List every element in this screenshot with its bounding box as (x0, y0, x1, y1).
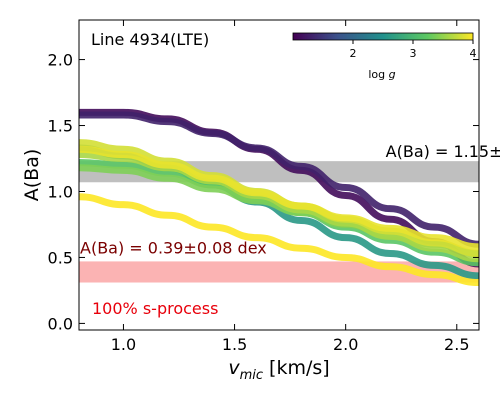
colorbar-label: log g (368, 68, 395, 81)
abundance-band-label-1: A(Ba) = 0.39±0.08 dex (80, 238, 267, 257)
colorbar-tick-label-2: 4 (470, 47, 477, 60)
colorbar-tick-label-1: 3 (410, 47, 417, 60)
x-tick-label-1: 1.5 (222, 335, 247, 354)
x-axis-label-sub: mic (240, 368, 263, 383)
x-axis-label: vmic [km/s] (228, 357, 329, 383)
y-tick-label-3: 1.5 (48, 117, 73, 136)
colorbar: 2 3 4 log g (292, 32, 477, 81)
x-tick-label-2: 2.0 (333, 335, 358, 354)
series-logg-7 (79, 145, 479, 251)
x-axis-label-unit: [km/s] (263, 357, 330, 379)
y-tick-label-0: 0.0 (48, 314, 73, 333)
abundance-band-label-0: A(Ba) = 1.15±0.08 dex (386, 142, 500, 161)
y-tick-label-1: 0.5 (48, 248, 73, 267)
y-axis-label: A(Ba) (21, 149, 43, 202)
chart-title: Line 4934(LTE) (91, 30, 209, 49)
x-tick-label-3: 2.5 (444, 335, 469, 354)
x-axis-label-main: v (228, 357, 240, 379)
plot-frame (78, 19, 480, 331)
series-logg-1 (79, 111, 479, 248)
y-tick-label-4: 2.0 (48, 51, 73, 70)
y-tick-label-2: 1.0 (48, 182, 73, 201)
s-process-annotation: 100% s-process (92, 299, 218, 318)
colorbar-gradient (292, 32, 474, 41)
colorbar-label-g: g (389, 68, 396, 81)
colorbar-label-main: log (368, 68, 388, 81)
series-logg-8 (79, 193, 479, 287)
colorbar-tick-label-0: 2 (350, 47, 357, 60)
x-tick-label-0: 1.0 (111, 335, 136, 354)
